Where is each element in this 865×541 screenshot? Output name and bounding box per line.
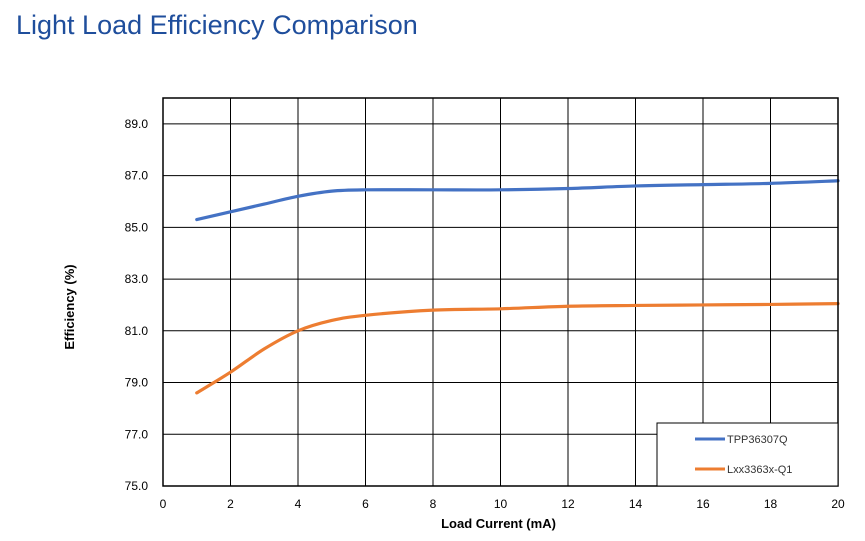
y-tick-label: 81.0: [125, 324, 149, 338]
y-tick-label: 83.0: [125, 272, 149, 286]
x-tick-label: 14: [629, 497, 643, 511]
y-axis-label: Efficiency (%): [62, 264, 77, 349]
legend-label: Lxx3363x-Q1: [727, 464, 792, 476]
x-tick-label: 16: [696, 497, 710, 511]
x-tick-label: 8: [430, 497, 437, 511]
x-tick-label: 18: [764, 497, 778, 511]
chart-title: Light Load Efficiency Comparison: [16, 10, 418, 40]
plot-area-border: [162, 97, 839, 487]
series-line-1: [195, 179, 840, 222]
series-line-2: [195, 302, 840, 395]
x-tick-label: 2: [227, 497, 234, 511]
x-tick-label: 20: [831, 497, 845, 511]
x-tick-label: 0: [160, 497, 167, 511]
y-tick-label: 87.0: [125, 169, 149, 183]
y-tick-label: 79.0: [125, 376, 149, 390]
y-tick-label: 85.0: [125, 220, 149, 234]
x-tick-label: 4: [295, 497, 302, 511]
legend-label: TPP36307Q: [727, 434, 788, 446]
x-tick-label: 12: [561, 497, 575, 511]
legend-box: [656, 422, 839, 487]
x-axis-label: Load Current (mA): [441, 516, 556, 531]
y-tick-label: 75.0: [125, 479, 149, 493]
y-tick-label: 77.0: [125, 427, 149, 441]
y-tick-label: 89.0: [125, 117, 149, 131]
x-tick-label: 6: [362, 497, 369, 511]
x-tick-label: 10: [494, 497, 508, 511]
